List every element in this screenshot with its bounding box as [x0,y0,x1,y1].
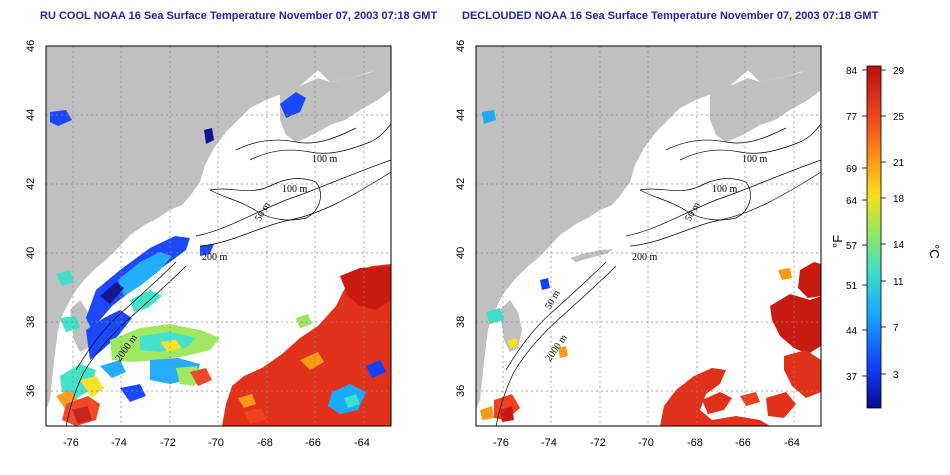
long-island [570,249,614,262]
delmarva [500,300,522,352]
contour-label-200m: 200 m [202,252,228,263]
c-tick: 3 [893,370,899,381]
lat-axis-right: 36 38 40 42 44 46 [455,40,467,397]
lat-tick: 36 [25,385,37,397]
lat-tick: 46 [455,40,467,52]
lon-tick: -76 [493,437,509,449]
lat-tick: 36 [455,385,467,397]
contour-label-200m: 200 m [632,252,658,263]
lon-tick: -64 [784,437,800,449]
lat-tick: 40 [455,247,467,259]
graticule-left [46,46,391,426]
f-tick: 64 [846,196,858,207]
graticule-right [476,46,821,426]
isobath-contours [65,123,391,426]
c-tick: 7 [893,323,899,334]
delmarva [70,300,92,352]
colorbar-gradient [866,65,882,409]
contour-label-100m-b: 100 m [282,184,308,195]
lat-tick: 38 [455,316,467,328]
temperature-colorbar: 84 77 69 64 57 51 44 37 °F 29 25 21 18 1… [830,65,942,409]
lon-tick: -74 [541,437,557,449]
lon-tick: -68 [257,437,273,449]
colorbar-tick-marks [862,69,886,377]
lat-tick: 38 [25,316,37,328]
lon-axis-left: -76 -74 -72 -70 -68 -66 -64 [63,437,370,449]
lat-tick: 44 [455,109,467,121]
f-tick: 69 [846,164,858,175]
f-tick: 57 [846,241,858,252]
c-tick: 11 [893,277,904,288]
nova-scotia [710,68,821,142]
isobath-contours [495,123,821,426]
right-panel-title: DECLOUDED NOAA 16 Sea Surface Temperatur… [462,10,879,22]
celsius-unit: °C [927,244,942,259]
contour-label-100m-a: 100 m [312,154,338,165]
lat-tick: 42 [455,178,467,190]
lon-tick: -76 [63,437,79,449]
contour-label-100m-b: 100 m [712,184,738,195]
lon-tick: -72 [590,437,606,449]
nova-scotia [280,68,391,142]
land-mass [46,46,391,410]
lon-tick: -70 [208,437,224,449]
f-tick: 84 [846,66,858,77]
lat-axis-left: 36 38 40 42 44 46 [25,40,37,397]
fahrenheit-scale: 84 77 69 64 57 51 44 37 °F [830,66,858,383]
lon-axis-right: -76 -74 -72 -70 -68 -66 -64 [493,437,800,449]
declouded-sst-patches [480,110,821,426]
lat-tick: 42 [25,178,37,190]
fahrenheit-unit: °F [830,235,845,248]
gulf-stream-sst [222,264,391,426]
lat-tick: 46 [25,40,37,52]
f-tick: 44 [846,326,858,337]
c-tick: 25 [893,112,905,123]
c-tick: 29 [893,66,905,77]
f-tick: 37 [846,372,858,383]
coastal-sst-patches [50,92,306,426]
left-panel-title: RU COOL NOAA 16 Sea Surface Temperature … [40,10,438,22]
lon-tick: -74 [111,437,127,449]
c-tick: 21 [893,158,905,169]
celsius-scale: 29 25 21 18 14 11 7 3 °C [893,66,942,381]
f-tick: 77 [846,112,858,123]
lon-tick: -64 [354,437,370,449]
lon-tick: -72 [160,437,176,449]
lat-tick: 40 [25,247,37,259]
lon-tick: -70 [638,437,654,449]
c-tick: 18 [893,194,905,205]
right-map-panel: 100 m 100 m 50 m 200 m 50 m 2000 m -76 -… [455,40,822,449]
c-tick: 14 [893,240,905,251]
land-mass [476,46,821,410]
lon-tick: -66 [735,437,751,449]
f-tick: 51 [846,281,858,292]
lon-tick: -68 [687,437,703,449]
contour-label-100m-a: 100 m [742,154,768,165]
lat-tick: 44 [25,109,37,121]
lon-tick: -66 [305,437,321,449]
left-map-panel: 100 m 100 m 50 m 200 m 2000 m -76 -74 -7… [25,40,392,449]
